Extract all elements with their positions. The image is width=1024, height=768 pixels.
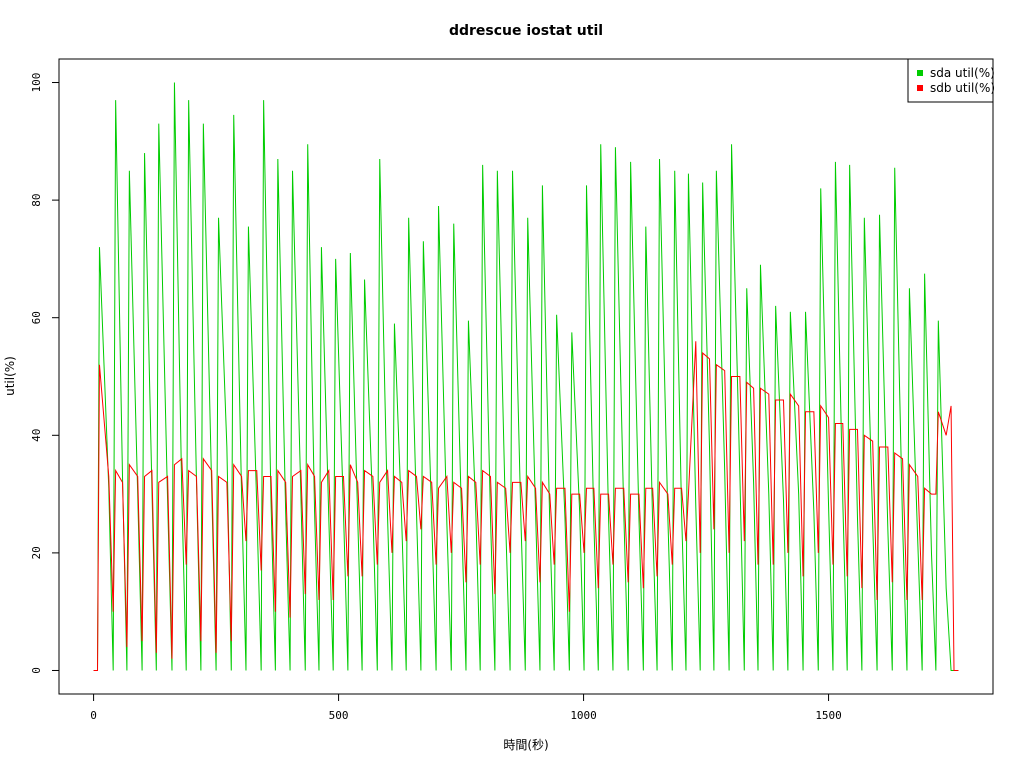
y-tick-label: 40	[30, 429, 43, 442]
line-series	[93, 341, 959, 671]
line-series	[93, 82, 959, 671]
legend-swatch	[917, 70, 923, 76]
x-tick-label: 1500	[815, 709, 842, 722]
y-tick-label: 60	[30, 311, 43, 324]
legend-label: sda util(%)	[930, 66, 995, 80]
y-tick-label: 80	[30, 193, 43, 206]
x-tick-label: 1000	[570, 709, 597, 722]
plot-area	[93, 82, 959, 671]
y-tick-label: 100	[30, 73, 43, 93]
y-axis-label: util(%)	[3, 356, 17, 396]
y-tick-label: 0	[30, 667, 43, 674]
legend-box	[907, 58, 994, 103]
x-tick-label: 500	[329, 709, 349, 722]
chart-title: ddrescue iostat util	[449, 23, 603, 39]
y-tick-label: 20	[30, 546, 43, 559]
x-tick-label: 0	[90, 709, 97, 722]
legend-label: sdb util(%)	[930, 81, 995, 95]
x-axis-label: 時間(秒)	[503, 738, 548, 752]
legend-swatch	[917, 85, 923, 91]
